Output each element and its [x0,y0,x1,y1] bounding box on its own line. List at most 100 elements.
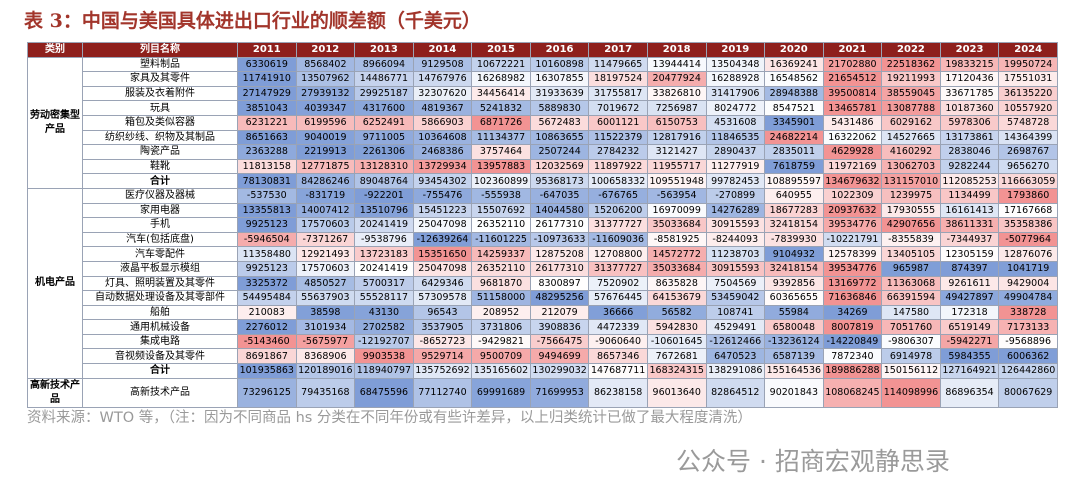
value-cell: 2276012 [237,319,297,335]
value-cell: -9538796 [354,231,414,248]
value-cell: 3537905 [412,319,473,335]
value-cell: 108741 [705,304,766,321]
value-cell: 2507244 [529,144,590,160]
value-cell: 7520902 [588,275,648,292]
value-cell: 13173861 [939,129,1000,146]
value-cell: -10973633 [529,231,590,248]
value-cell: 36666 [588,304,648,321]
value-cell: 2838046 [939,144,1000,160]
value-cell: 4317600 [354,100,414,116]
value-cell: 3345901 [764,114,824,131]
value-cell: 11522379 [588,129,648,146]
value-cell: 68475596 [354,377,414,408]
value-cell: 8568402 [295,56,356,73]
value-cell: 2835011 [764,144,824,160]
value-cell: 78130831 [237,173,297,189]
header-cell: 2018 [646,42,707,58]
value-cell: 11363068 [881,275,941,292]
value-cell: 130299032 [529,363,590,379]
value-cell: 14044580 [529,202,590,219]
header-row: 类别 列目名称 2011 2012 2013 2014 2015 2016 2017 2018 20… [27,42,1058,58]
value-cell: 7051760 [881,319,941,335]
table-body: 劳动密集型产品 塑料制品 6330619 8568402 8966094 9129508 1… [27,56,1058,408]
value-cell: 30915593 [705,217,766,233]
item-name: 汽车(包括底盘) [82,231,238,248]
value-cell: -755476 [412,187,473,204]
value-cell: 5700317 [354,275,414,292]
value-cell: 38598 [295,304,356,321]
table-row: 家具及其零件 11741910 13507962 14486771 14767976 16… [28,71,1058,87]
value-cell: 3908836 [529,319,590,335]
value-cell: -7344937 [939,231,1000,248]
value-cell: 10863655 [529,129,590,146]
value-cell: 13405105 [881,246,941,262]
value-cell: -270899 [705,187,766,204]
watermark: 公众号 · 招商宏观静思录 [676,447,950,476]
value-cell: 12578399 [822,246,883,262]
table-row: 机电产品 医疗仪器及器械 -537530 -831719 -922201 -755476-… [27,187,1058,379]
value-cell: 134679632 [822,173,883,189]
value-cell: 208952 [471,304,531,321]
value-cell: 2784232 [588,144,648,160]
value-cell: 5889830 [529,100,590,116]
value-cell: 26177310 [529,217,590,233]
value-cell: 5431486 [822,114,883,131]
value-cell: -647035 [529,187,590,204]
value-cell: 4039347 [295,100,356,116]
table-row: 自动数据处理设备及其零部件 54495484 55637903 55528117 573… [28,290,1058,306]
value-cell: 64153679 [646,290,707,306]
value-cell: 53459042 [705,290,766,306]
value-cell: 73296125 [237,377,297,408]
table-row: 合计 78130831 84286246 89048764 93454302 102360… [28,173,1058,189]
table-row: 纺织纱线、织物及其制品 8651663 9040019 9711005 10364608… [28,129,1058,146]
item-name: 船舶 [82,304,238,321]
value-cell: 7618759 [764,158,824,175]
value-cell: 28948388 [764,85,824,102]
trade-table: 类别 列目名称 2011 2012 2013 2014 2015 2016 2017 2018 20… [27,42,1058,408]
value-cell: 26352110 [471,260,531,277]
value-cell: 93454302 [412,173,473,189]
value-cell: 6580048 [764,319,824,335]
value-cell: -5942271 [939,333,1000,350]
value-cell: 12921493 [295,246,356,262]
value-cell: 11813158 [237,158,297,175]
value-cell: 14276289 [705,202,766,219]
value-cell: 26177310 [529,260,590,277]
value-cell: 10160898 [529,56,590,73]
value-cell: 14007412 [295,202,356,219]
value-cell: 9925123 [237,217,297,233]
value-cell: 11955717 [646,158,707,175]
value-cell: 11277919 [705,158,766,175]
value-cell: 10364608 [412,129,473,146]
value-cell: 9129508 [412,56,473,73]
value-cell: 6006362 [998,348,1058,365]
value-cell: 35033684 [646,260,707,277]
value-cell: 4529491 [705,319,766,335]
value-cell: 71636846 [822,290,883,306]
header-cell: 2024 [998,42,1058,58]
header-cell: 2013 [354,42,414,58]
value-cell: 57676445 [588,290,648,306]
value-cell: 9429004 [998,275,1058,292]
value-cell: 6231221 [237,114,297,131]
header-cell: 2011 [237,42,297,58]
value-cell: -922201 [354,187,414,204]
value-cell: 12305159 [939,246,1000,262]
value-cell: -13236124 [764,333,824,350]
value-cell: 9711005 [354,129,414,146]
value-cell: 131157010 [881,173,941,189]
value-cell: -5143460 [237,333,297,350]
value-cell: -7566475 [529,333,590,350]
value-cell: 3121427 [646,144,707,160]
value-cell: 13169772 [822,275,883,292]
value-cell: 48295256 [529,290,590,306]
value-cell: 12876076 [998,246,1058,262]
value-cell: 16288928 [705,71,766,87]
value-cell: 126442860 [998,363,1058,379]
value-cell: 6199596 [295,114,356,131]
value-cell: 39534776 [822,217,883,233]
value-cell: 9494699 [529,348,590,365]
value-cell: 66391594 [881,290,941,306]
value-cell: 11972169 [822,158,883,175]
table-row: 家用电器 13355813 14007412 13510796 15451223 1550… [28,202,1058,219]
